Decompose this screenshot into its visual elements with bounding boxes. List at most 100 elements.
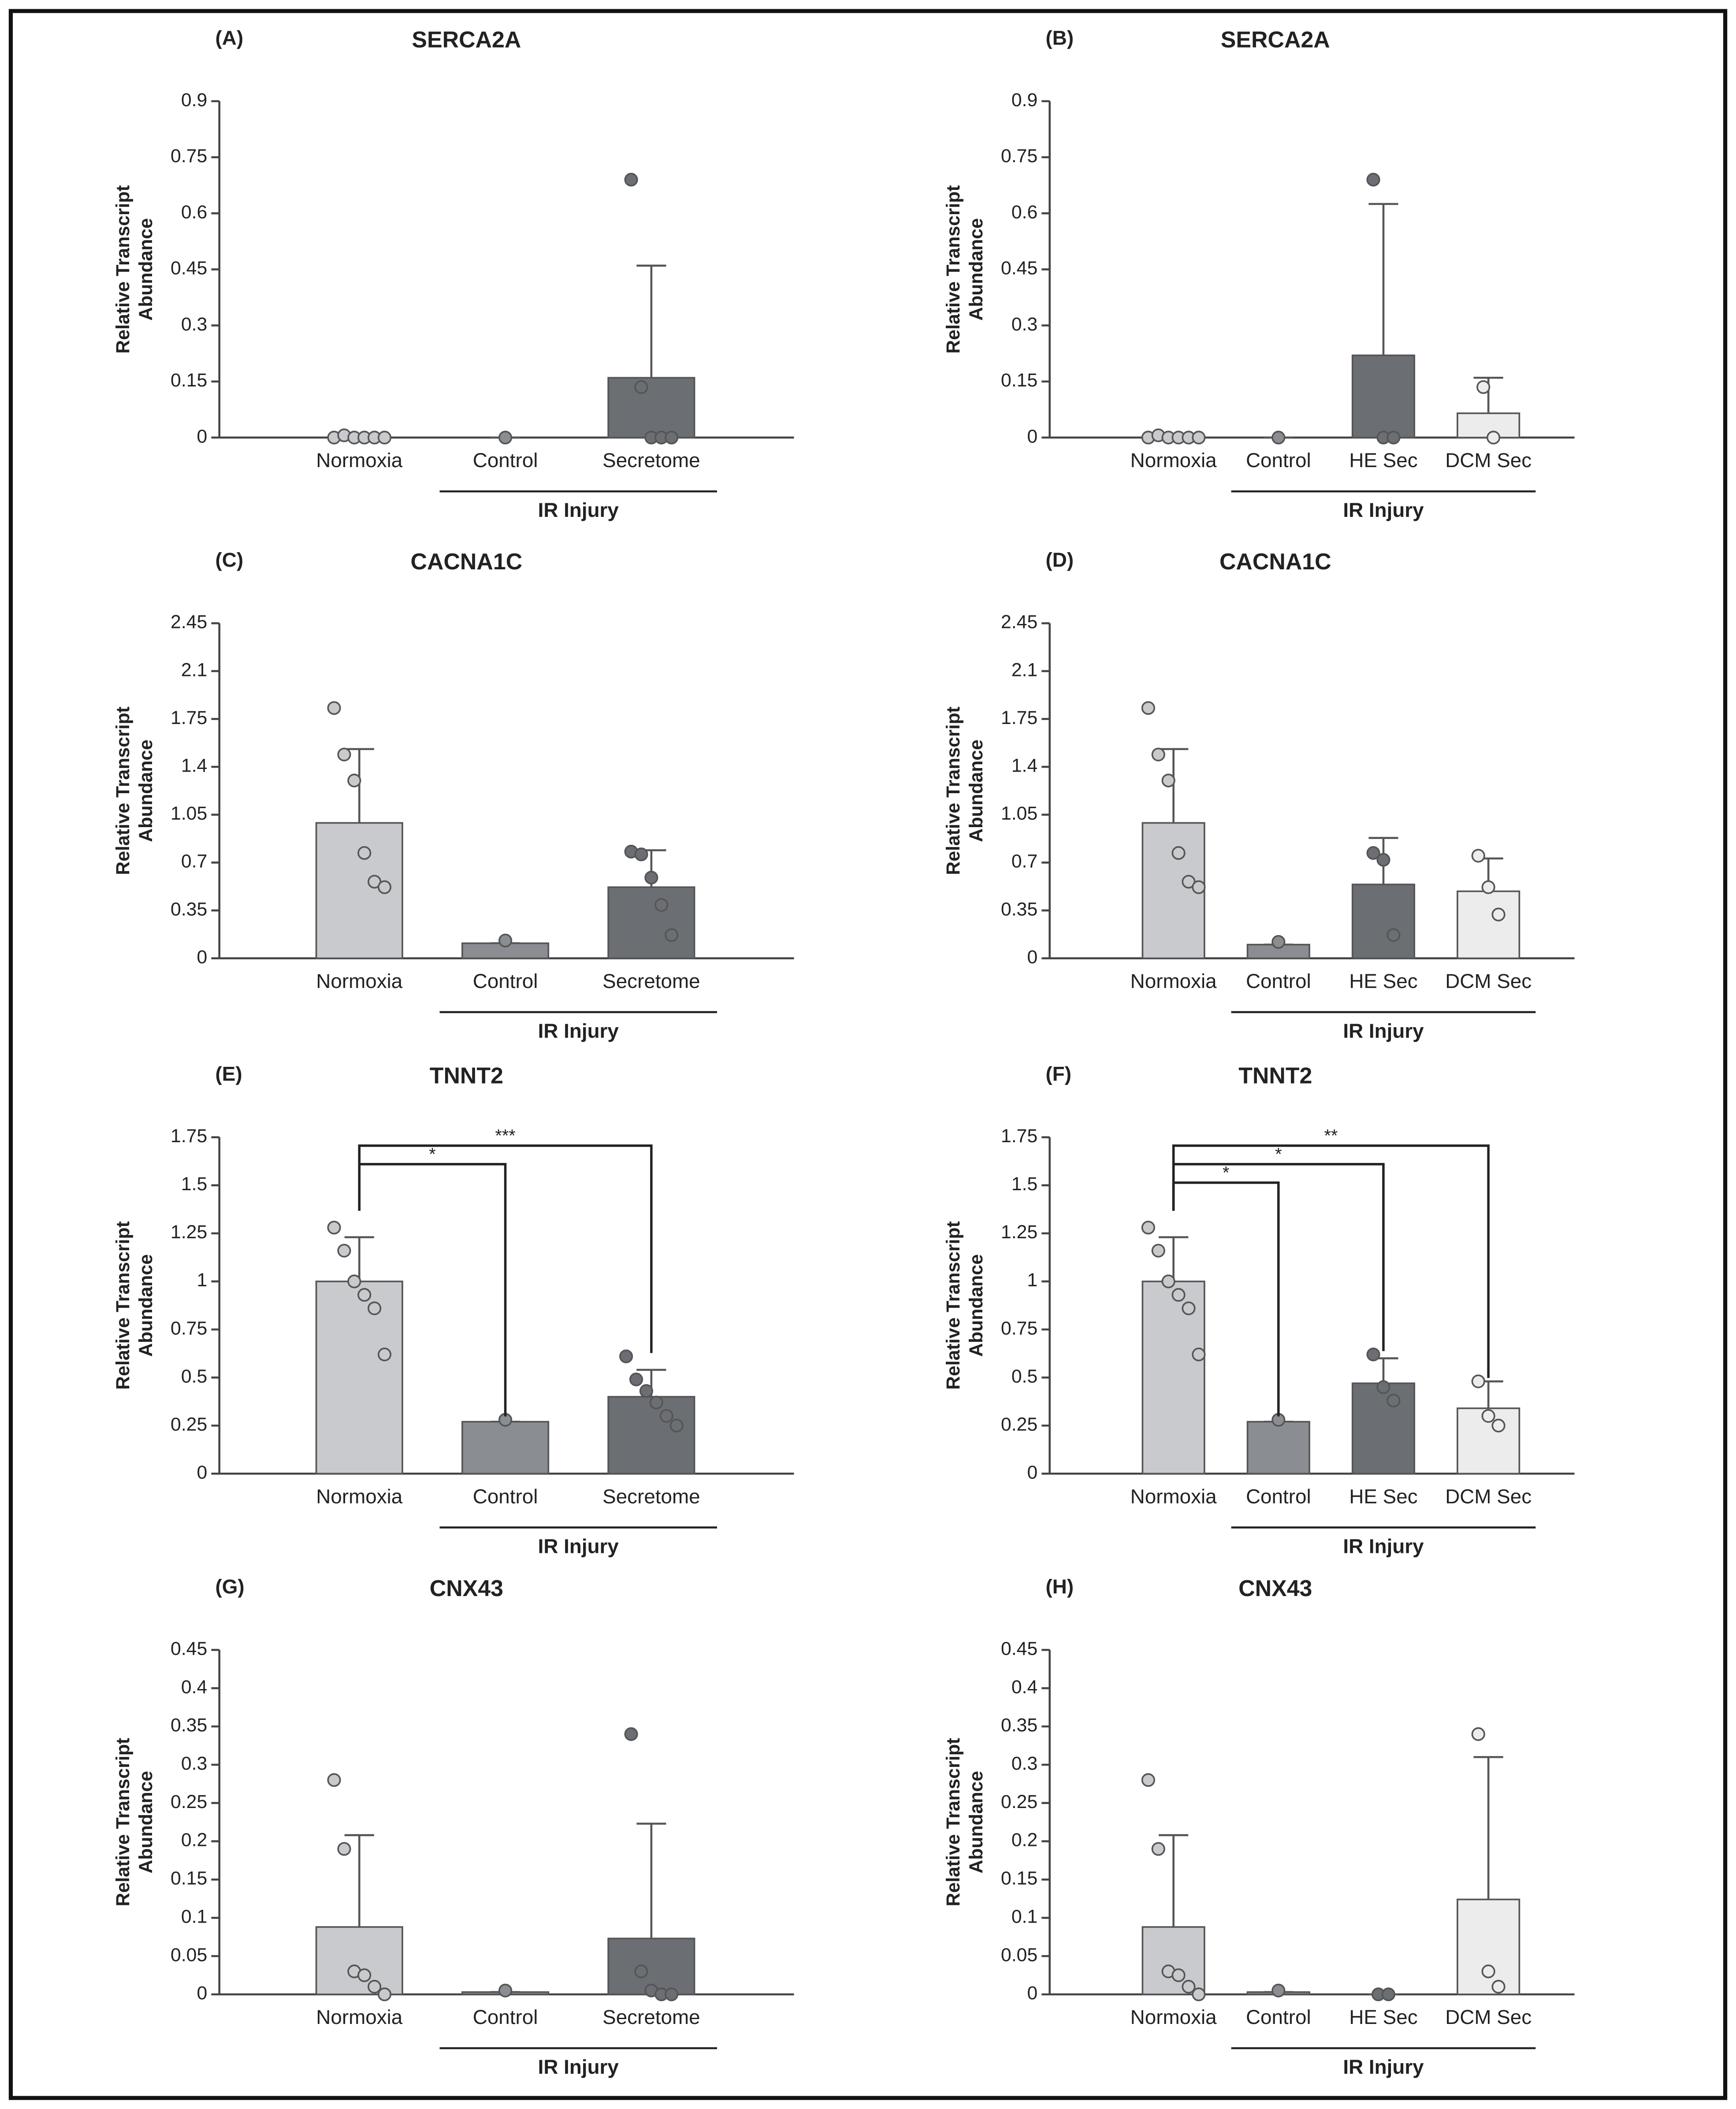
data-point	[1491, 1418, 1506, 1433]
y-axis-label: Relative Transcript	[112, 185, 134, 353]
panel-title: SERCA2A	[412, 26, 521, 52]
group-label: IR Injury	[1343, 1020, 1424, 1042]
data-point	[1366, 846, 1380, 860]
y-tick-label: 0.45	[1001, 258, 1037, 279]
y-tick-label: 0	[1027, 426, 1037, 447]
data-point	[619, 1349, 633, 1363]
significance-label: **	[1324, 1126, 1338, 1146]
data-point	[1481, 1409, 1495, 1423]
y-tick-label: 1.75	[171, 707, 207, 728]
data-point	[498, 1983, 513, 1998]
data-point	[1481, 880, 1495, 894]
y-axis-label: Abundance	[966, 218, 987, 321]
y-tick-label: 0.45	[171, 258, 207, 279]
bar	[607, 1396, 695, 1474]
y-tick-label: 1.5	[181, 1173, 207, 1195]
data-point	[368, 1301, 382, 1315]
data-point	[654, 898, 669, 912]
panel-title: TNNT2	[1238, 1063, 1312, 1088]
group-label: IR Injury	[1343, 2056, 1424, 2078]
data-point	[337, 747, 351, 761]
y-axis-label: Relative Transcript	[112, 706, 134, 875]
data-point	[347, 773, 361, 787]
significance-label: *	[429, 1145, 435, 1164]
y-tick-label: 0.35	[171, 899, 207, 920]
x-tick-label: Control	[1246, 1485, 1311, 1507]
panel-label: (H)	[1046, 1575, 1074, 1598]
data-point	[1481, 1964, 1495, 1979]
data-point	[649, 1396, 663, 1410]
panel: (C) CACNA1C Relative Transcript Abundance 0 0…	[112, 549, 794, 1042]
bar	[1457, 890, 1520, 959]
x-tick-label: Secretome	[602, 970, 700, 992]
data-point	[1271, 935, 1286, 949]
x-tick-label: DCM Sec	[1445, 970, 1532, 992]
panel-label: (A)	[216, 26, 244, 49]
y-tick-label: 0.15	[171, 1868, 207, 1889]
y-tick-label: 0.3	[181, 314, 207, 335]
significance-bracket	[1172, 1144, 1490, 1378]
data-point	[368, 1979, 382, 1994]
data-point	[1376, 853, 1390, 867]
x-tick-label: DCM Sec	[1445, 2006, 1532, 2028]
x-tick-label: Normoxia	[1130, 1485, 1217, 1507]
data-point	[1192, 431, 1206, 445]
x-tick-label: Normoxia	[316, 970, 402, 992]
group-label: IR Injury	[538, 1535, 619, 1557]
group-label: IR Injury	[1343, 499, 1424, 521]
x-tick-label: Normoxia	[316, 449, 402, 472]
y-tick-label: 1.75	[171, 1125, 207, 1147]
y-tick-label: 0.7	[1011, 851, 1037, 872]
data-point	[1141, 1773, 1155, 1787]
y-tick-label: 2.45	[1001, 612, 1037, 633]
data-point	[347, 1274, 361, 1288]
y-tick-label: 0	[1027, 1462, 1037, 1483]
x-tick-label: Control	[1246, 970, 1311, 992]
data-point	[1271, 431, 1286, 445]
y-tick-label: 1.75	[1001, 1125, 1037, 1147]
panel-label: (E)	[216, 1063, 242, 1085]
y-axis-label: Relative Transcript	[112, 1221, 134, 1389]
y-tick-label: 0.45	[171, 1638, 207, 1659]
data-point	[1151, 747, 1165, 761]
y-tick-label: 0	[1027, 1983, 1037, 2004]
y-tick-label: 0.75	[1001, 145, 1037, 167]
x-tick-label: Normoxia	[316, 1485, 402, 1507]
data-point	[629, 1372, 643, 1386]
x-tick-label: HE Sec	[1349, 970, 1417, 992]
data-point	[624, 1727, 638, 1741]
data-point	[357, 1288, 372, 1302]
group-label: IR Injury	[538, 499, 619, 521]
data-point	[327, 1221, 341, 1235]
y-tick-label: 0.35	[1001, 1715, 1037, 1736]
group-label: IR Injury	[538, 1020, 619, 1042]
panel: (F) TNNT2 Relative Transcript Abundance 0 0.2…	[943, 1063, 1575, 1557]
data-point	[337, 1244, 351, 1258]
data-point	[1487, 431, 1501, 445]
y-tick-label: 1.5	[1011, 1173, 1037, 1195]
x-tick-label: Control	[473, 970, 538, 992]
x-tick-label: Secretome	[602, 2006, 700, 2028]
y-tick-label: 0.1	[1011, 1906, 1037, 1927]
y-axis-label: Relative Transcript	[943, 185, 964, 353]
y-tick-label: 0.2	[181, 1830, 207, 1851]
bar	[607, 377, 695, 438]
bar	[1141, 1281, 1205, 1474]
significance-label: *	[1275, 1145, 1282, 1164]
data-point	[1491, 1979, 1506, 1994]
data-point	[498, 933, 513, 947]
y-tick-label: 1.4	[181, 755, 207, 776]
y-tick-label: 0	[197, 947, 207, 968]
y-tick-label: 1	[197, 1270, 207, 1291]
data-point	[1161, 1274, 1175, 1288]
bar	[461, 1421, 550, 1474]
data-point	[1366, 173, 1380, 187]
data-point	[1366, 1348, 1380, 1362]
y-axis-label: Abundance	[966, 1771, 987, 1874]
panel-title: CACNA1C	[1219, 549, 1331, 574]
y-tick-label: 0.15	[171, 370, 207, 391]
y-tick-label: 0.25	[171, 1791, 207, 1812]
data-point	[357, 846, 372, 860]
group-label: IR Injury	[538, 2056, 619, 2078]
